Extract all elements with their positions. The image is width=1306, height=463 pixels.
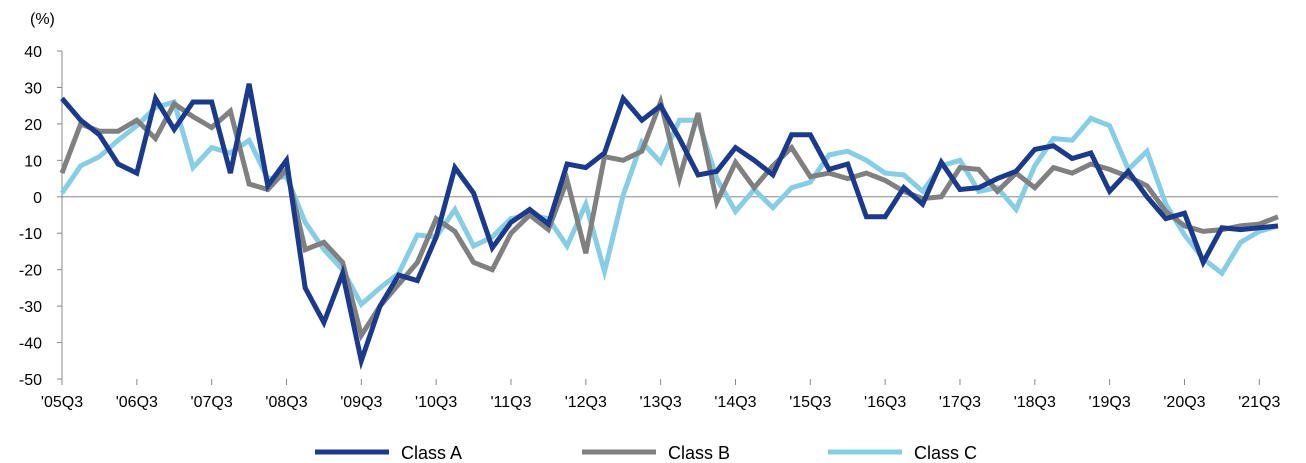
x-tick-label: '12Q3 [565,394,607,411]
x-tick-label: '06Q3 [116,394,158,411]
series-line-class-b [59,93,1279,342]
x-tick-label: '09Q3 [340,394,382,411]
legend-label: Class C [914,443,977,463]
x-tick-label: '17Q3 [939,394,981,411]
x-tick-label: '19Q3 [1089,394,1131,411]
x-tick-label: '07Q3 [191,394,233,411]
y-tick-label: -30 [19,299,42,316]
y-tick-label: 40 [24,44,42,61]
y-axis: 40 30 20 10 0 -10 -20 -30 -40 -50 [19,44,63,389]
y-tick-label: 0 [33,190,42,207]
legend-label: Class B [668,443,730,463]
x-tick-label: '10Q3 [415,394,457,411]
x-tick-label: '16Q3 [864,394,906,411]
x-tick-label: '11Q3 [490,394,531,411]
series-lines [59,83,1279,371]
y-tick-label: 20 [24,117,42,134]
x-tick-label: '20Q3 [1163,394,1205,411]
x-tick-label: '13Q3 [640,394,682,411]
x-axis: '05Q3 '06Q3 '07Q3 '08Q3 '09Q3 '10Q3 '11Q3 '12Q3… [41,196,1280,411]
x-tick-label: '21Q3 [1238,394,1280,411]
y-tick-label: -50 [19,372,42,389]
y-tick-label: -20 [19,263,42,280]
y-tick-label: 10 [24,153,42,170]
x-tick-label: '08Q3 [265,394,307,411]
x-tick-label: '15Q3 [789,394,831,411]
y-tick-label: 30 [24,80,42,97]
series-line-class-a [60,83,1279,371]
y-tick-label: -10 [19,226,42,243]
legend-label: Class A [401,443,462,463]
y-tick-label: -40 [19,336,42,353]
x-tick-label: '18Q3 [1014,394,1056,411]
y-unit-label: (%) [30,11,55,28]
x-tick-label: '05Q3 [41,394,83,411]
x-tick-label: '14Q3 [714,394,756,411]
legend: Class A Class B Class C [315,443,977,463]
